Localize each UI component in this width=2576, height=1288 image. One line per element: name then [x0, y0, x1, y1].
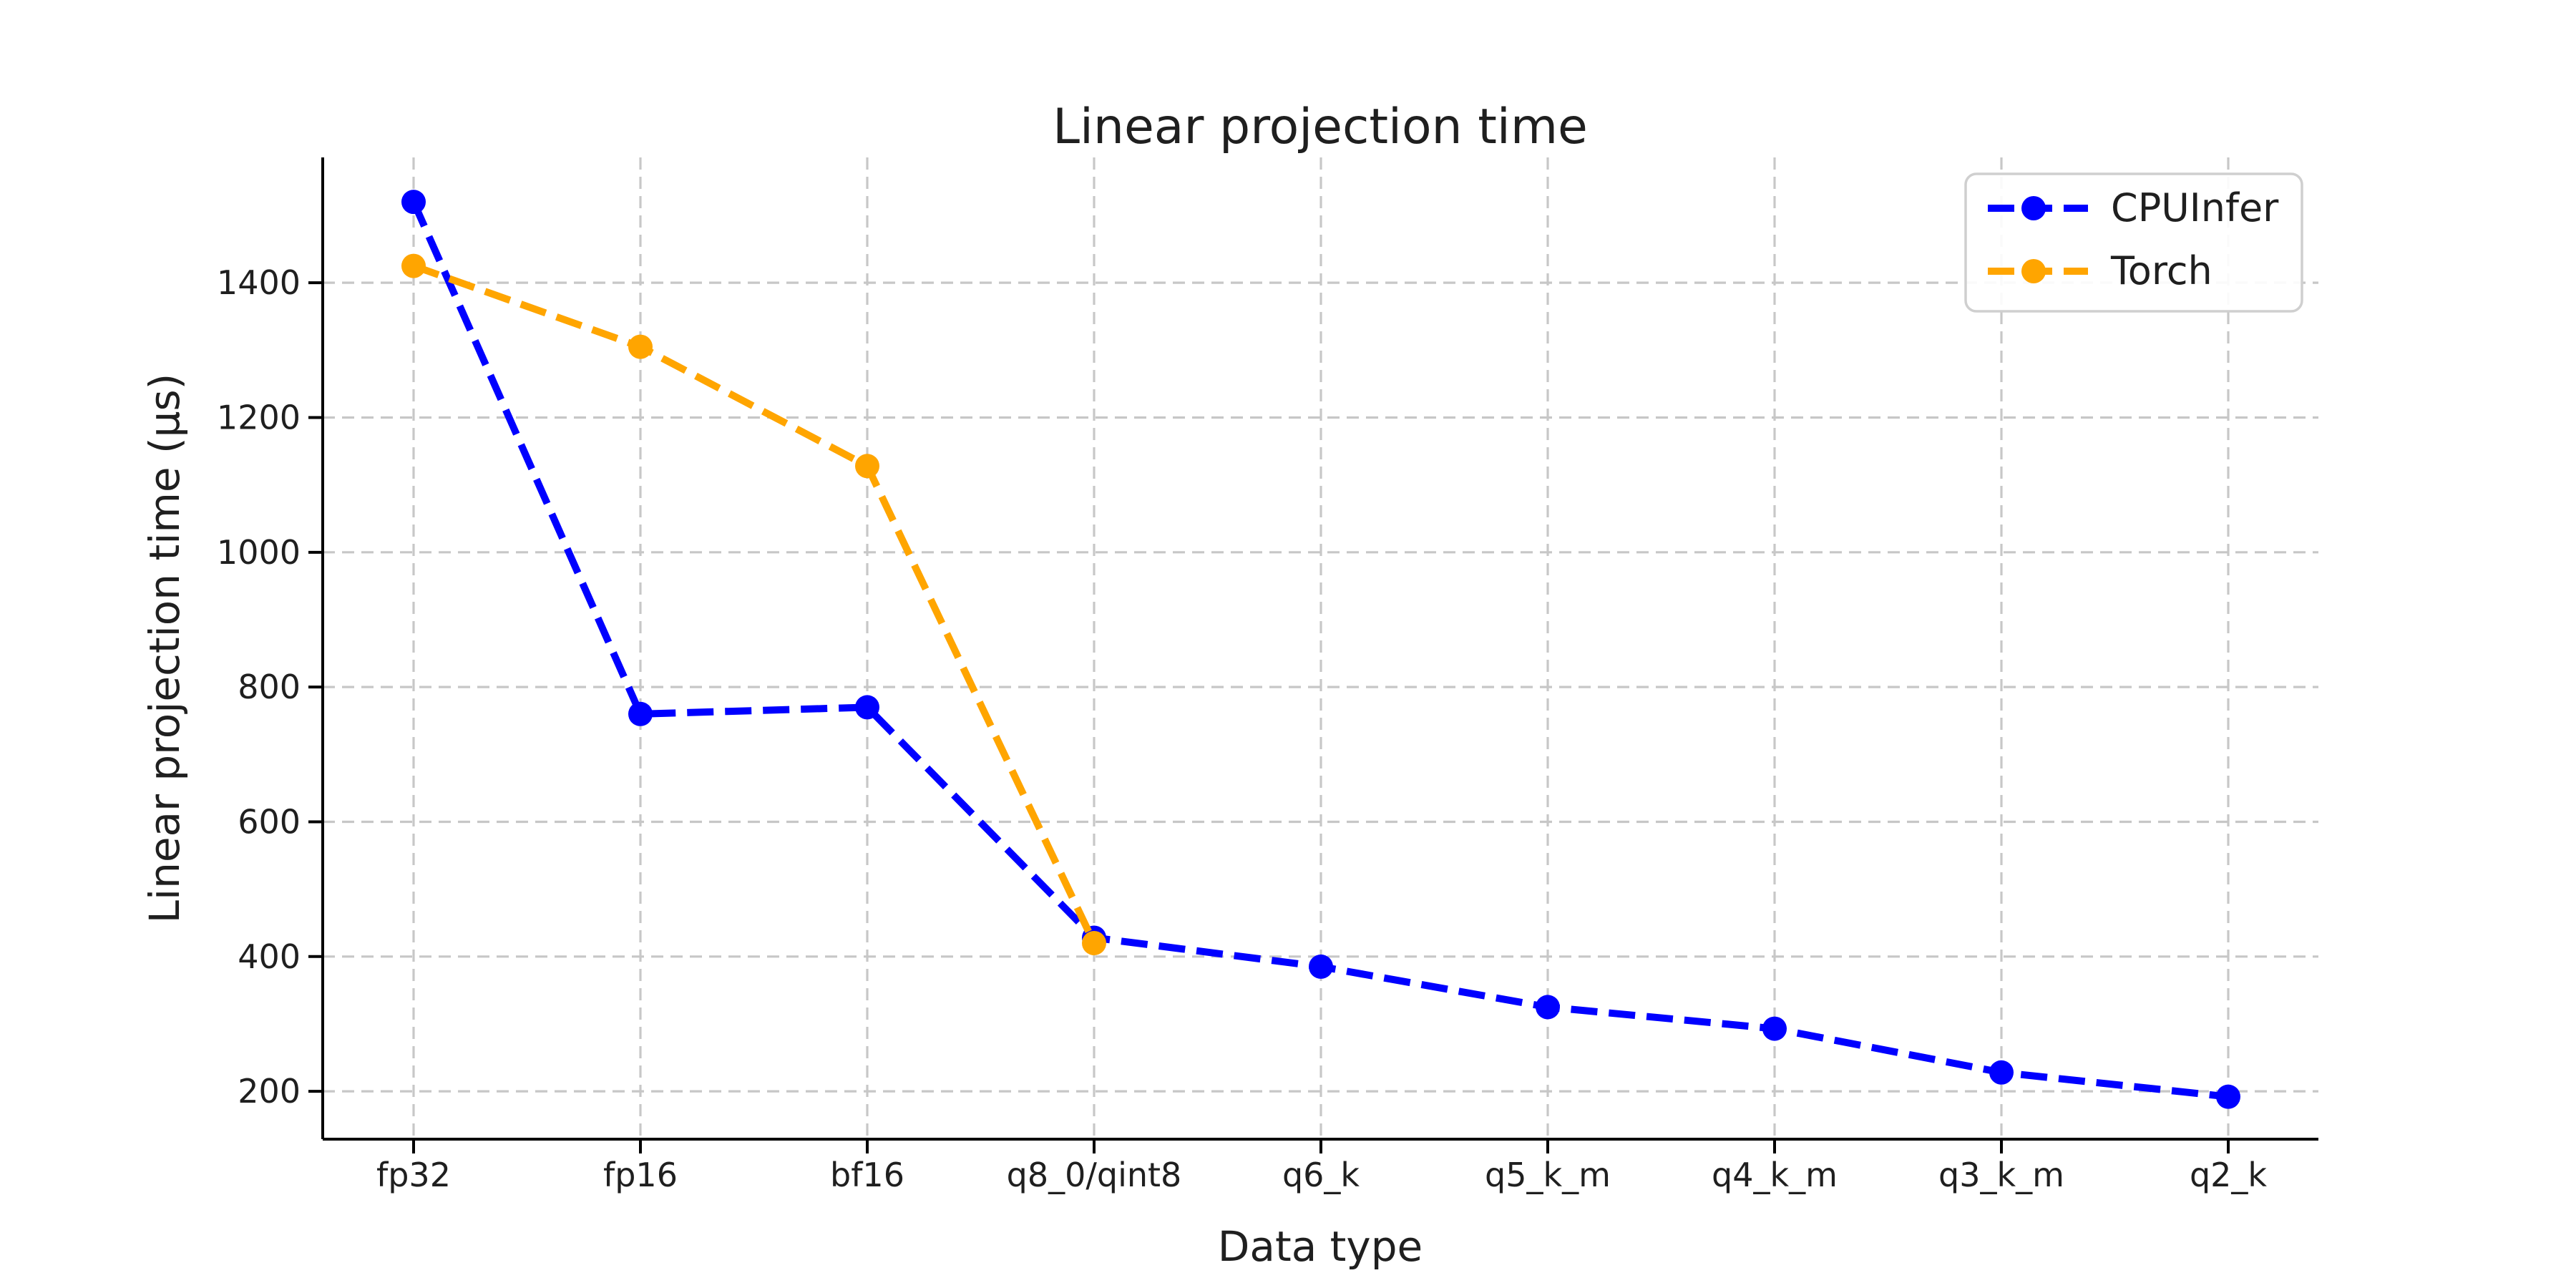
plot-graphics: fp32 fp16 bf16 q8_0/qint8 q6_k q5_k_m q4_k_m q3… — [217, 157, 2318, 1194]
data-point-marker — [1082, 930, 1106, 955]
legend-marker-icon — [2021, 259, 2046, 283]
data-point-marker — [855, 454, 879, 479]
x-tick-label: fp16 — [603, 1156, 678, 1194]
series-torch — [401, 253, 1106, 955]
x-tick-label: q2_k — [2190, 1156, 2267, 1194]
x-tick-label: q4_k_m — [1712, 1156, 1838, 1194]
x-tick-label: q5_k_m — [1485, 1156, 1611, 1194]
data-point-marker — [628, 334, 653, 359]
data-point-marker — [1762, 1016, 1787, 1041]
x-axis-label: Data type — [1218, 1222, 1423, 1271]
legend-label: CPUInfer — [2111, 185, 2279, 230]
data-point-marker — [401, 190, 426, 215]
y-axis-ticks: 200 400 600 800 1000 1200 1400 — [217, 263, 323, 1111]
y-tick-label: 1000 — [217, 533, 301, 572]
x-tick-label: q6_k — [1282, 1156, 1360, 1194]
data-point-marker — [1536, 995, 1560, 1020]
legend-item-torch: Torch — [1988, 248, 2212, 293]
x-tick-label: q8_0/qint8 — [1007, 1156, 1182, 1194]
legend: CPUInfer Torch — [1964, 172, 2303, 313]
y-tick-label: 600 — [238, 802, 301, 841]
data-point-marker — [628, 701, 653, 726]
y-axis-label: Linear projection time (μs) — [140, 374, 189, 924]
y-tick-label: 200 — [238, 1072, 301, 1111]
legend-label: Torch — [2110, 248, 2212, 293]
chart-title: Linear projection time — [1053, 99, 1588, 155]
data-point-marker — [401, 253, 426, 278]
x-tick-label: fp32 — [376, 1156, 451, 1194]
y-tick-label: 1200 — [217, 398, 301, 436]
data-point-marker — [2216, 1084, 2240, 1109]
y-tick-label: 400 — [238, 937, 301, 976]
data-point-marker — [855, 695, 879, 720]
data-point-marker — [1309, 954, 1333, 979]
y-tick-label: 800 — [238, 668, 301, 706]
x-tick-label: q3_k_m — [1938, 1156, 2064, 1194]
y-tick-label: 1400 — [217, 263, 301, 302]
x-axis-ticks: fp32 fp16 bf16 q8_0/qint8 q6_k q5_k_m q4_k_m q3… — [376, 1139, 2267, 1194]
legend-marker-icon — [2021, 196, 2046, 220]
data-point-marker — [1989, 1060, 2014, 1085]
x-tick-label: bf16 — [830, 1156, 904, 1194]
legend-item-cpuinfer: CPUInfer — [1988, 185, 2279, 230]
